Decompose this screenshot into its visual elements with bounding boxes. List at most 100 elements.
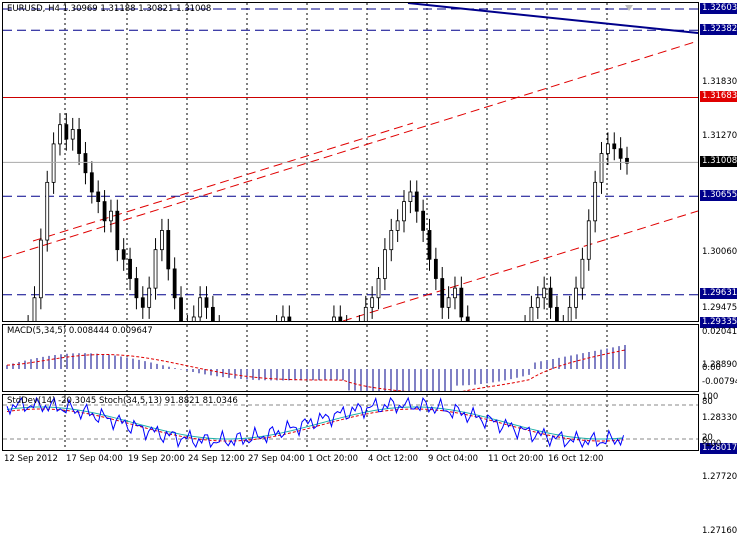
candle-body [395,220,400,231]
candle-body [427,230,432,260]
price-level-tag: 1.31683 [700,90,737,102]
candle-body [459,287,464,318]
candle-body [191,316,196,321]
candle-body [58,124,62,145]
candle-body [77,129,81,154]
candle-body [128,258,132,279]
candle-body [140,297,145,308]
chart-title: EURUSD, H4 1.30969 1.31188 1.30821 1.310… [7,4,212,14]
candle-body [605,143,610,154]
macd-tick: 0.00 [702,363,721,373]
candle-body [542,287,547,299]
stoch-axis: 100 80 20 0 -100 [700,392,737,449]
candle-body [555,306,559,321]
stoch-tick: -100 [702,439,722,449]
time-label: 16 Oct 12:00 [548,454,604,464]
candle-body [109,210,113,222]
price-tick: 1.30060 [702,247,737,258]
scroll-marker-icon [625,5,633,11]
stoch-tick: 100 [702,392,719,402]
candle-body [586,220,591,260]
candle-body [599,153,604,183]
candle-body [548,287,553,308]
macd-pane[interactable]: MACD(5,34,5) 0.008444 0.009647 [2,324,699,392]
candle-body [32,297,37,321]
price-tick: 1.28330 [702,413,737,424]
stoch-slow-line [6,408,624,442]
stoch-title: StdDev(14) -20.3045 Stoch(34,5,13) 91.88… [7,396,238,406]
candle-body [593,181,598,222]
candle-body [210,306,215,321]
macd-title: MACD(5,34,5) 0.008444 0.009647 [7,326,153,336]
candle-body [287,316,292,321]
candle-body [389,230,394,251]
candle-body [370,297,375,308]
candle-body [612,143,617,150]
time-label: 1 Oct 20:00 [308,454,359,464]
macd-signal-line [6,349,626,391]
candle-body [625,157,629,164]
time-label: 9 Oct 04:00 [428,454,479,464]
candle-body [580,258,585,289]
time-label: 27 Sep 04:00 [248,454,305,464]
stoch-pane[interactable]: StdDev(14) -20.3045 Stoch(34,5,13) 91.88… [2,394,699,451]
candle-body [51,143,56,183]
candle-body [166,230,171,270]
candle-body [160,230,164,251]
candle-body [535,297,540,308]
candle-body [465,316,470,321]
candle-body [421,210,426,231]
price-level-tag: 1.28017 [700,443,737,455]
candle-body [363,306,368,321]
candle-body [198,297,203,318]
macd-axis: 0.020413 0.00 -0.00794 [700,324,737,390]
time-label: 19 Sep 20:00 [128,454,185,464]
price-chart-canvas[interactable] [3,3,698,321]
candle-body [402,201,406,222]
time-label: 24 Sep 12:00 [188,454,245,464]
price-axis: 1.32603 1.32382 1.31830 1.31683 1.31270 1.310… [700,2,737,536]
candle-body [338,316,343,321]
price-tick: 1.27160 [702,525,737,536]
stoch-tick: 80 [702,397,713,407]
candle-body [89,172,94,193]
candle-body [618,148,623,159]
time-label: 12 Sep 2012 [4,454,58,464]
time-axis: 12 Sep 2012 17 Sep 04:00 19 Sep 20:00 24 Se… [2,452,697,467]
price-level-tag: 1.32382 [700,23,737,35]
macd-canvas[interactable] [3,325,698,391]
price-level-tag: 1.30655 [700,189,737,201]
stoch-tick: 0 [702,436,708,446]
time-label: 4 Oct 12:00 [368,454,419,464]
candle-body [204,297,209,308]
candle-body [567,306,572,321]
stoch-canvas[interactable] [3,395,698,450]
candle-body [96,191,101,202]
candle-body [115,210,120,251]
macd-tick: -0.00794 [702,377,737,387]
candle-body [45,181,50,241]
price-tick: 1.29475 [702,303,737,314]
candle-body [414,191,419,212]
lower-channel-line [342,210,698,321]
candle-body [83,153,88,174]
time-label: 17 Sep 04:00 [66,454,123,464]
candle-body [529,306,534,321]
candle-body [574,287,578,308]
blue-trend-line [407,3,698,34]
time-label: 11 Oct 20:00 [488,454,544,464]
price-chart-pane[interactable]: EURUSD, H4 1.30969 1.31188 1.30821 1.310… [2,2,699,322]
candle-body [172,268,177,299]
candle-body [134,278,139,299]
price-tick: 1.27720 [702,472,737,483]
candle-body [70,129,75,140]
stoch-tick: 20 [702,433,713,443]
upper-channel-line [3,40,698,259]
price-tick: 1.28890 [702,359,737,370]
candle-body [102,201,107,222]
price-level-tag: 1.29631 [700,288,737,300]
candle-body [121,249,126,260]
price-level-tag: 1.29335 [700,316,737,328]
candle-body [433,258,438,279]
macd-tick: 0.020413 [702,327,737,337]
